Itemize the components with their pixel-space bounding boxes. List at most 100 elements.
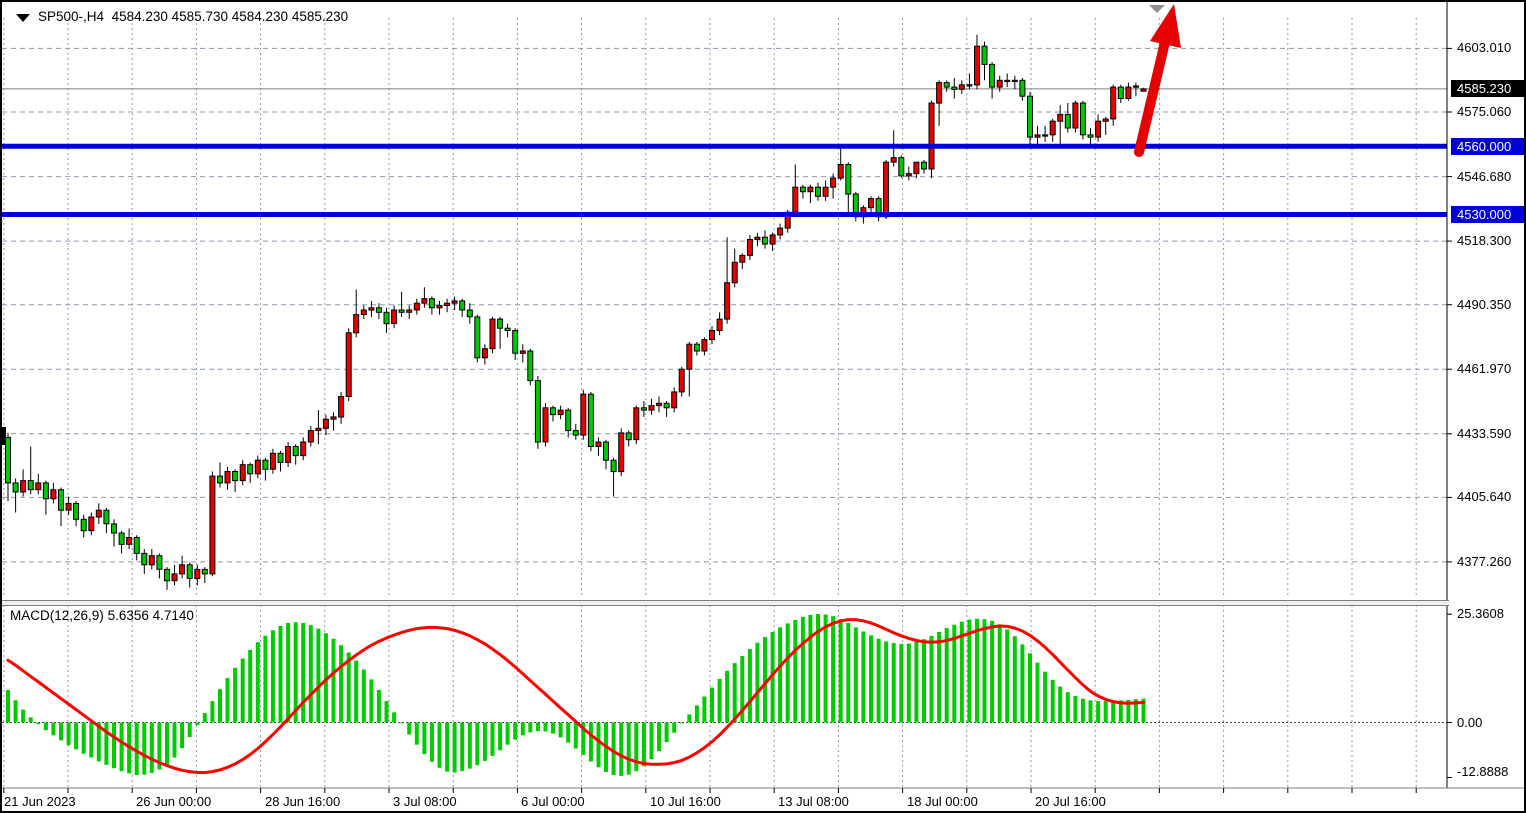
macd-histogram-bar[interactable] — [747, 649, 752, 723]
macd-histogram-bar[interactable] — [513, 722, 518, 740]
macd-histogram-bar[interactable] — [384, 701, 389, 723]
macd-histogram-bar[interactable] — [763, 637, 767, 723]
candle-body[interactable] — [1072, 102, 1079, 129]
candle-body[interactable] — [1004, 79, 1011, 83]
macd-histogram-bar[interactable] — [346, 652, 351, 723]
candle-body[interactable] — [943, 82, 950, 88]
macd-histogram-bar[interactable] — [649, 722, 654, 760]
macd-histogram-bar[interactable] — [157, 722, 162, 770]
candle-body[interactable] — [118, 532, 125, 545]
macd-histogram-bar[interactable] — [505, 722, 510, 745]
macd-histogram-bar[interactable] — [422, 722, 427, 755]
candle-body[interactable] — [254, 459, 261, 475]
macd-histogram-bar[interactable] — [528, 722, 533, 733]
candle-body[interactable] — [1019, 79, 1026, 97]
candle-body[interactable] — [95, 509, 102, 518]
candle-body[interactable] — [1132, 85, 1139, 88]
macd-histogram-bar[interactable] — [1065, 692, 1070, 723]
macd-histogram-bar[interactable] — [218, 689, 222, 723]
candle-body[interactable] — [1034, 134, 1041, 138]
candle-body[interactable] — [701, 339, 708, 352]
macd-histogram-bar[interactable] — [13, 700, 18, 723]
candle-body[interactable] — [754, 236, 761, 240]
macd-histogram-bar[interactable] — [361, 669, 366, 723]
macd-histogram-bar[interactable] — [1096, 701, 1101, 723]
candle-body[interactable] — [769, 234, 776, 245]
macd-histogram-bar[interactable] — [407, 722, 412, 735]
candle-body[interactable] — [186, 564, 193, 579]
macd-histogram-bar[interactable] — [437, 722, 442, 768]
macd-histogram-bar[interactable] — [641, 722, 646, 767]
candle-body[interactable] — [391, 309, 398, 325]
macd-histogram-bar[interactable] — [172, 722, 177, 758]
candle-body[interactable] — [603, 441, 609, 461]
macd-histogram-bar[interactable] — [1043, 671, 1048, 723]
macd-histogram-bar[interactable] — [869, 635, 873, 723]
candle-body[interactable] — [815, 186, 821, 197]
macd-histogram-bar[interactable] — [369, 679, 374, 723]
candle-body[interactable] — [928, 102, 935, 170]
candle-body[interactable] — [398, 309, 405, 313]
trend-arrow-shaft[interactable] — [1134, 37, 1170, 157]
candle-body[interactable] — [322, 418, 329, 429]
candle-body[interactable] — [285, 446, 292, 463]
candle-body[interactable] — [1079, 102, 1086, 136]
candle-body[interactable] — [936, 82, 943, 104]
candle-body[interactable] — [277, 452, 284, 463]
macd-histogram-bar[interactable] — [301, 623, 306, 723]
macd-histogram-bar[interactable] — [710, 687, 714, 723]
candle-body[interactable] — [73, 502, 80, 520]
candle-body[interactable] — [883, 161, 890, 218]
macd-histogram-bar[interactable] — [498, 722, 503, 751]
macd-histogram-bar[interactable] — [990, 620, 995, 723]
candle-body[interactable] — [353, 314, 360, 334]
candle-body[interactable] — [550, 407, 556, 416]
macd-histogram-bar[interactable] — [240, 658, 245, 723]
candle-body[interactable] — [58, 489, 64, 511]
macd-histogram-bar[interactable] — [392, 712, 397, 723]
candle-body[interactable] — [557, 409, 564, 416]
candle-body[interactable] — [474, 316, 481, 359]
macd-histogram-bar[interactable] — [429, 722, 434, 762]
macd-histogram-bar[interactable] — [490, 722, 495, 756]
macd-histogram-bar[interactable] — [551, 722, 555, 734]
candle-body[interactable] — [663, 402, 670, 409]
candle-body[interactable] — [731, 261, 738, 284]
macd-histogram-bar[interactable] — [43, 722, 48, 731]
macd-histogram-bar[interactable] — [740, 655, 745, 723]
candle-body[interactable] — [1125, 86, 1132, 99]
candle-body[interactable] — [716, 318, 723, 332]
candle-body[interactable] — [625, 432, 632, 441]
candle-body[interactable] — [799, 186, 806, 193]
macd-histogram-bar[interactable] — [1073, 696, 1078, 723]
candle-body[interactable] — [739, 254, 746, 263]
macd-histogram-bar[interactable] — [452, 722, 457, 773]
candle-body[interactable] — [65, 502, 72, 511]
candle-body[interactable] — [156, 555, 163, 570]
candle-body[interactable] — [406, 309, 413, 313]
candle-body[interactable] — [88, 516, 95, 532]
macd-histogram-bar[interactable] — [573, 722, 578, 749]
macd-histogram-bar[interactable] — [6, 690, 10, 723]
candle-body[interactable] — [292, 446, 299, 457]
candle-body[interactable] — [587, 393, 594, 448]
macd-histogram-bar[interactable] — [119, 722, 124, 772]
candle-body[interactable] — [996, 79, 1003, 88]
candle-body[interactable] — [269, 452, 276, 470]
macd-histogram-bar[interactable] — [884, 641, 889, 723]
macd-histogram-bar[interactable] — [1080, 698, 1085, 723]
macd-histogram-bar[interactable] — [1118, 700, 1123, 723]
candle-body[interactable] — [466, 309, 473, 318]
macd-histogram-bar[interactable] — [475, 722, 480, 766]
macd-histogram-bar[interactable] — [1088, 700, 1093, 723]
candle-body[interactable] — [974, 45, 980, 86]
candle-body[interactable] — [1102, 118, 1109, 122]
macd-histogram-bar[interactable] — [664, 722, 669, 743]
candle-body[interactable] — [504, 327, 511, 332]
candle-body[interactable] — [527, 350, 534, 382]
candle-body[interactable] — [481, 348, 488, 359]
macd-histogram-bar[interactable] — [66, 722, 71, 746]
candle-body[interactable] — [921, 161, 927, 170]
candle-body[interactable] — [12, 482, 19, 493]
candle-body[interactable] — [489, 318, 496, 350]
